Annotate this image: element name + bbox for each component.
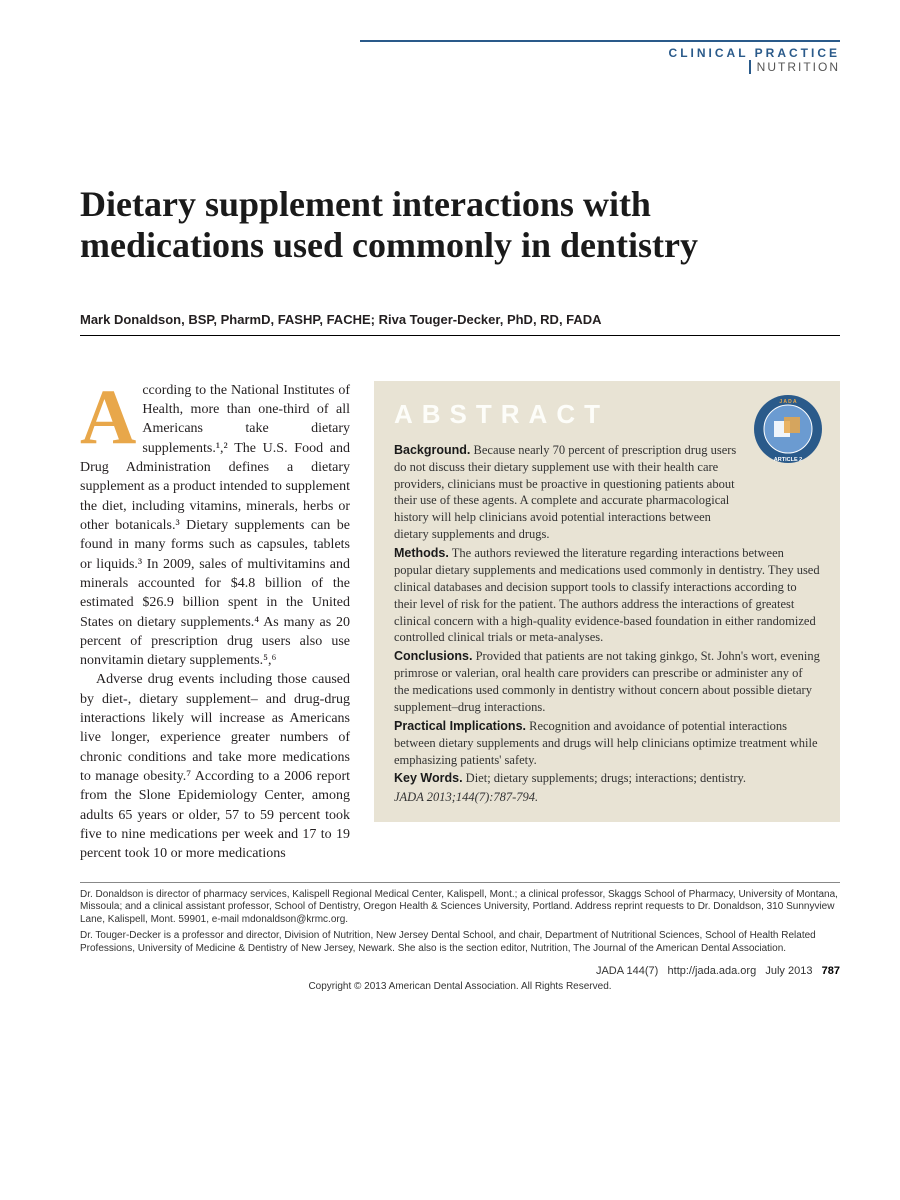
abstract-text: The authors reviewed the literature rega… <box>394 546 820 644</box>
abstract-section: Conclusions. Provided that patients are … <box>394 648 820 716</box>
ce-badge-icon: J A D A ARTICLE 2 <box>752 393 824 465</box>
abstract-citation: JADA 2013;144(7):787-794. <box>394 789 820 806</box>
footer-journal: JADA 144(7) <box>596 965 658 977</box>
abstract-text: Because nearly 70 percent of prescriptio… <box>394 443 736 541</box>
abstract-label: Conclusions. <box>394 649 472 663</box>
abstract-text: Diet; dietary supplements; drugs; intera… <box>463 771 747 785</box>
footer-url: http://jada.ada.org <box>668 965 757 977</box>
abstract-section: Practical Implications. Recognition and … <box>394 718 820 769</box>
category-primary: CLINICAL PRACTICE <box>669 46 840 60</box>
abstract-section: Methods. The authors reviewed the litera… <box>394 545 820 646</box>
body-paragraph-1: According to the National Institutes of … <box>80 381 350 671</box>
abstract-body: Background. Because nearly 70 percent of… <box>394 442 820 806</box>
abstract-box: ABSTRACT J A D A ARTICLE 2 Background. B… <box>374 381 840 822</box>
abstract-section: Key Words. Diet; dietary supplements; dr… <box>394 770 820 787</box>
footnote: Dr. Donaldson is director of pharmacy se… <box>80 889 840 927</box>
footer-citation: JADA 144(7) http://jada.ada.org July 201… <box>80 965 840 977</box>
article-title: Dietary supplement interactions with med… <box>80 184 840 267</box>
content-row: According to the National Institutes of … <box>80 381 840 864</box>
footer-page: 787 <box>822 965 840 977</box>
author-line: Mark Donaldson, BSP, PharmD, FASHP, FACH… <box>80 312 840 336</box>
body-column: According to the National Institutes of … <box>80 381 350 864</box>
copyright-line: Copyright © 2013 American Dental Associa… <box>80 981 840 992</box>
footnote: Dr. Touger-Decker is a professor and dir… <box>80 930 840 955</box>
abstract-label: Methods. <box>394 546 449 560</box>
abstract-label: Key Words. <box>394 771 463 785</box>
dropcap: A <box>80 381 142 449</box>
author-footnotes: Dr. Donaldson is director of pharmacy se… <box>80 882 840 956</box>
svg-text:ARTICLE 2: ARTICLE 2 <box>774 457 802 463</box>
body-paragraph-2: Adverse drug events including those caus… <box>80 670 350 863</box>
section-header: CLINICAL PRACTICE NUTRITION <box>360 40 840 74</box>
footer-date: July 2013 <box>765 965 812 977</box>
category-secondary: NUTRITION <box>749 60 840 74</box>
abstract-label: Background. <box>394 443 470 457</box>
abstract-label: Practical Implications. <box>394 719 526 733</box>
svg-text:J A D A: J A D A <box>779 399 797 405</box>
